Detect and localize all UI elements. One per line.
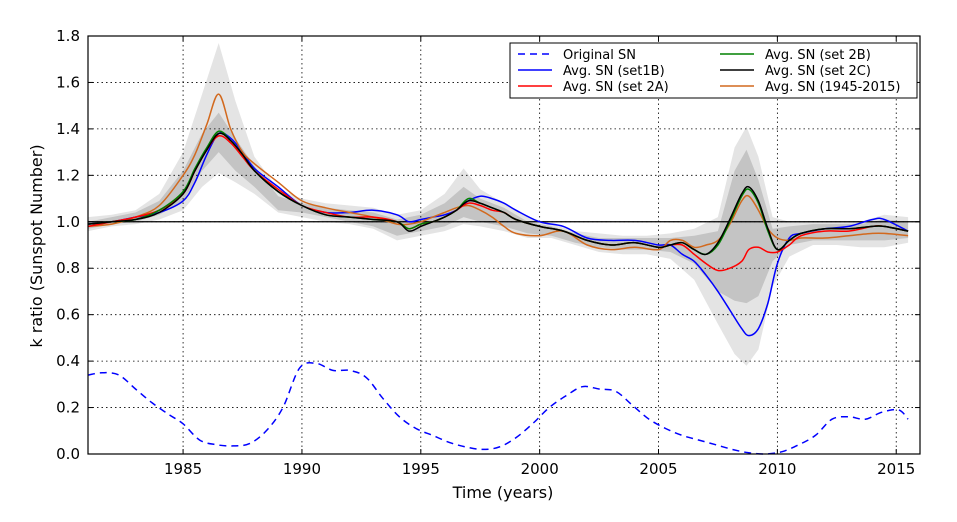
x-tick-label: 1985 [164, 460, 202, 478]
y-tick-label: 0.4 [56, 352, 80, 370]
series-line-original [87, 362, 909, 455]
y-tick-label: 1.0 [56, 213, 80, 231]
x-tick-label: 2015 [877, 460, 915, 478]
y-tick-label: 0.6 [56, 306, 80, 324]
y-tick-labels: 0.0 0.2 0.4 0.6 0.8 1.0 1.2 1.4 1.6 1.8 [56, 27, 80, 463]
legend-label-set1b: Avg. SN (set1B) [563, 64, 665, 79]
legend-label-original: Original SN [563, 48, 636, 63]
legend-label-set2b: Avg. SN (set 2B) [765, 48, 871, 63]
x-tick-label: 1990 [283, 460, 321, 478]
series-line-set1b [87, 131, 909, 337]
x-tick-label: 2000 [521, 460, 559, 478]
x-tick-label: 2010 [758, 460, 796, 478]
x-tick-label: 1995 [402, 460, 440, 478]
y-axis-label: k ratio (Sunspot Number) [27, 144, 46, 347]
x-tick-labels: 1985 1990 1995 2000 2005 2010 2015 [164, 460, 915, 478]
y-tick-label: 1.2 [56, 166, 80, 184]
uncertainty-bands [88, 43, 909, 366]
y-tick-label: 1.8 [56, 27, 80, 45]
x-axis-label: Time (years) [452, 483, 554, 502]
y-tick-label: 0.8 [56, 259, 80, 277]
series-lines [87, 93, 909, 455]
y-tick-label: 0.2 [56, 399, 80, 417]
tick-marks [88, 35, 920, 455]
legend-label-set2c: Avg. SN (set 2C) [765, 64, 871, 79]
y-tick-label: 1.4 [56, 120, 80, 138]
plot-frame [87, 35, 921, 455]
y-tick-label: 0.0 [56, 445, 80, 463]
x-tick-label: 2005 [639, 460, 677, 478]
legend-label-set2a: Avg. SN (set 2A) [563, 80, 669, 95]
series-line-set2c [87, 132, 909, 256]
y-tick-label: 1.6 [56, 73, 80, 91]
middle-band [88, 112, 909, 304]
legend-box [509, 42, 918, 99]
outer-band [88, 43, 909, 366]
legend-label-y1945: Avg. SN (1945-2015) [765, 80, 900, 95]
